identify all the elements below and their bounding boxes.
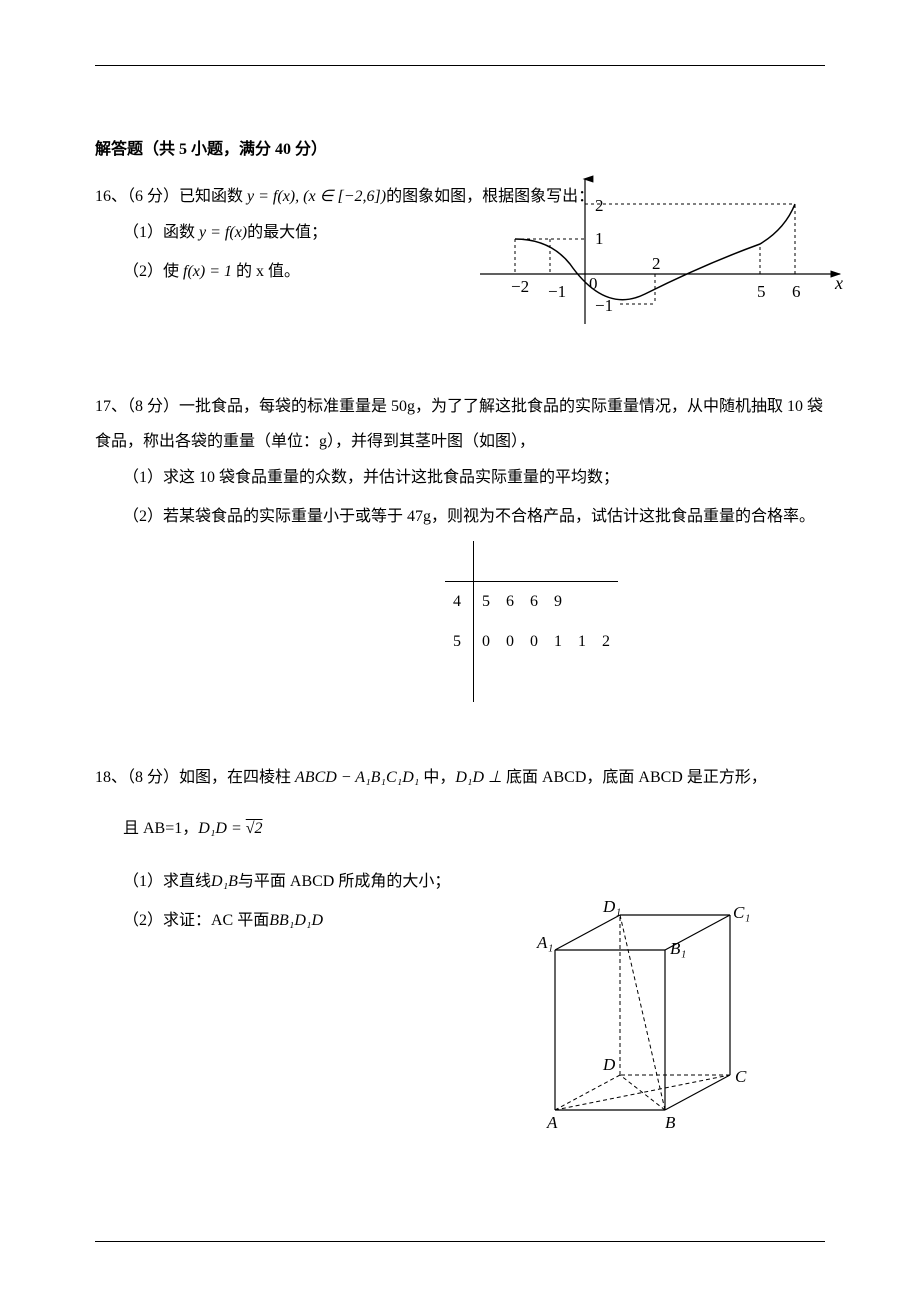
lbl-A: A [546, 1113, 558, 1130]
p18-suffix: 底面 ABCD，底面 ABCD 是正方形， [502, 769, 767, 786]
p17-header-text: 17、（8 分）一批食品，每袋的标准重量是 50g，为了了解这批食品的实际重量情… [95, 398, 823, 450]
p16-sub2-formula: f(x) = 1 [183, 263, 232, 280]
stem-leaf-plot: 4 5 6 6 9 5 0 0 0 1 1 2 [445, 541, 825, 702]
p17-sub1: （1）求这 10 袋食品重量的众数，并估计这批食品实际重量的平均数； [95, 459, 825, 497]
xl-6: 6 [792, 282, 801, 301]
p18-s2-prefix: （2）求证：AC 平面 [123, 912, 269, 929]
leaf: 0 [474, 622, 499, 662]
p16-sub1-suffix: 的最大值； [247, 224, 327, 241]
leaf: 0 [498, 622, 522, 662]
xl-2: 2 [652, 254, 661, 273]
yl-1: 1 [595, 229, 604, 248]
leaf [594, 582, 618, 623]
lbl-B1: B₁ [670, 939, 686, 958]
leaf: 1 [570, 622, 594, 662]
leaf: 6 [498, 582, 522, 623]
problem-18: 18、（8 分）如图，在四棱柱 ABCD − A₁B₁C₁D₁ 中，D₁D ⊥ … [95, 760, 825, 940]
problem-16: 16、（6 分）已知函数 y = f(x), (x ∈ [−2,6])的图象如图… [95, 179, 825, 291]
p18-s1-prefix: （1）求直线 [123, 873, 211, 890]
yl-2: 2 [595, 196, 604, 215]
leaf: 5 [474, 582, 499, 623]
p18-perp: D₁D ⊥ [455, 769, 502, 786]
yl-m1: −1 [595, 296, 613, 315]
leaf: 9 [546, 582, 570, 623]
page-bottom-rule [95, 1241, 825, 1242]
lbl-C1: C₁ [733, 903, 750, 922]
lbl-C: C [735, 1067, 747, 1086]
x-var: x [834, 273, 843, 293]
p16-sub1-formula: y = f(x) [199, 224, 247, 241]
p18-line2: 且 AB=1，D₁D = √2 [95, 813, 825, 845]
p17-header: 17、（8 分）一批食品，每袋的标准重量是 50g，为了了解这批食品的实际重量情… [95, 389, 825, 459]
p18-prism-name: ABCD − A₁B₁C₁D₁ [295, 769, 419, 786]
p16-prefix: 16、（6 分）已知函数 [95, 188, 247, 205]
p18-s2-formula: BB₁D₁D [269, 912, 323, 929]
p18-s1-suffix: 与平面 ABCD 所成角的大小； [238, 873, 450, 890]
stem-4: 4 [445, 582, 474, 623]
p16-sub2-prefix: （2）使 [123, 263, 183, 280]
leaf: 1 [546, 622, 570, 662]
leaf: 6 [522, 582, 546, 623]
p18-mid: 中， [419, 769, 455, 786]
leaf: 2 [594, 622, 618, 662]
page-top-rule [95, 65, 825, 66]
lbl-D: D [602, 1055, 616, 1074]
p18-s1-formula: D₁B [211, 873, 238, 890]
p18-header: 18、（8 分）如图，在四棱柱 ABCD − A₁B₁C₁D₁ 中，D₁D ⊥ … [95, 760, 825, 795]
p18-prefix: 18、（8 分）如图，在四棱柱 [95, 769, 295, 786]
problem-17: 17、（8 分）一批食品，每袋的标准重量是 50g，为了了解这批食品的实际重量情… [95, 389, 825, 702]
p17-sub2: （2）若某袋食品的实际重量小于或等于 47g，则视为不合格产品，试估计这批食品重… [95, 498, 825, 536]
p16-graph: −2 −1 0 2 5 6 −1 1 2 x [475, 169, 855, 329]
xl-m2: −2 [511, 277, 529, 296]
p16-sub2-suffix: 的 x 值。 [232, 263, 300, 280]
xl-m1: −1 [548, 282, 566, 301]
lbl-B: B [665, 1113, 676, 1130]
p18-l2-formula: D₁D = √2 [198, 820, 262, 837]
leaf: 0 [522, 622, 546, 662]
lbl-D1: D₁ [602, 897, 621, 916]
p18-l2-prefix: 且 AB=1， [123, 820, 198, 837]
leaf [570, 582, 594, 623]
p18-prism: A B C D A₁ B₁ C₁ D₁ [525, 860, 755, 1130]
stem-5: 5 [445, 622, 474, 662]
xl-5: 5 [757, 282, 766, 301]
p16-sub1-prefix: （1）函数 [123, 224, 199, 241]
p16-formula: y = f(x), (x ∈ [−2,6]) [247, 188, 386, 205]
xl-0: 0 [589, 274, 598, 293]
section-title: 解答题（共 5 小题，满分 40 分） [95, 135, 825, 159]
lbl-A1: A₁ [536, 933, 553, 952]
